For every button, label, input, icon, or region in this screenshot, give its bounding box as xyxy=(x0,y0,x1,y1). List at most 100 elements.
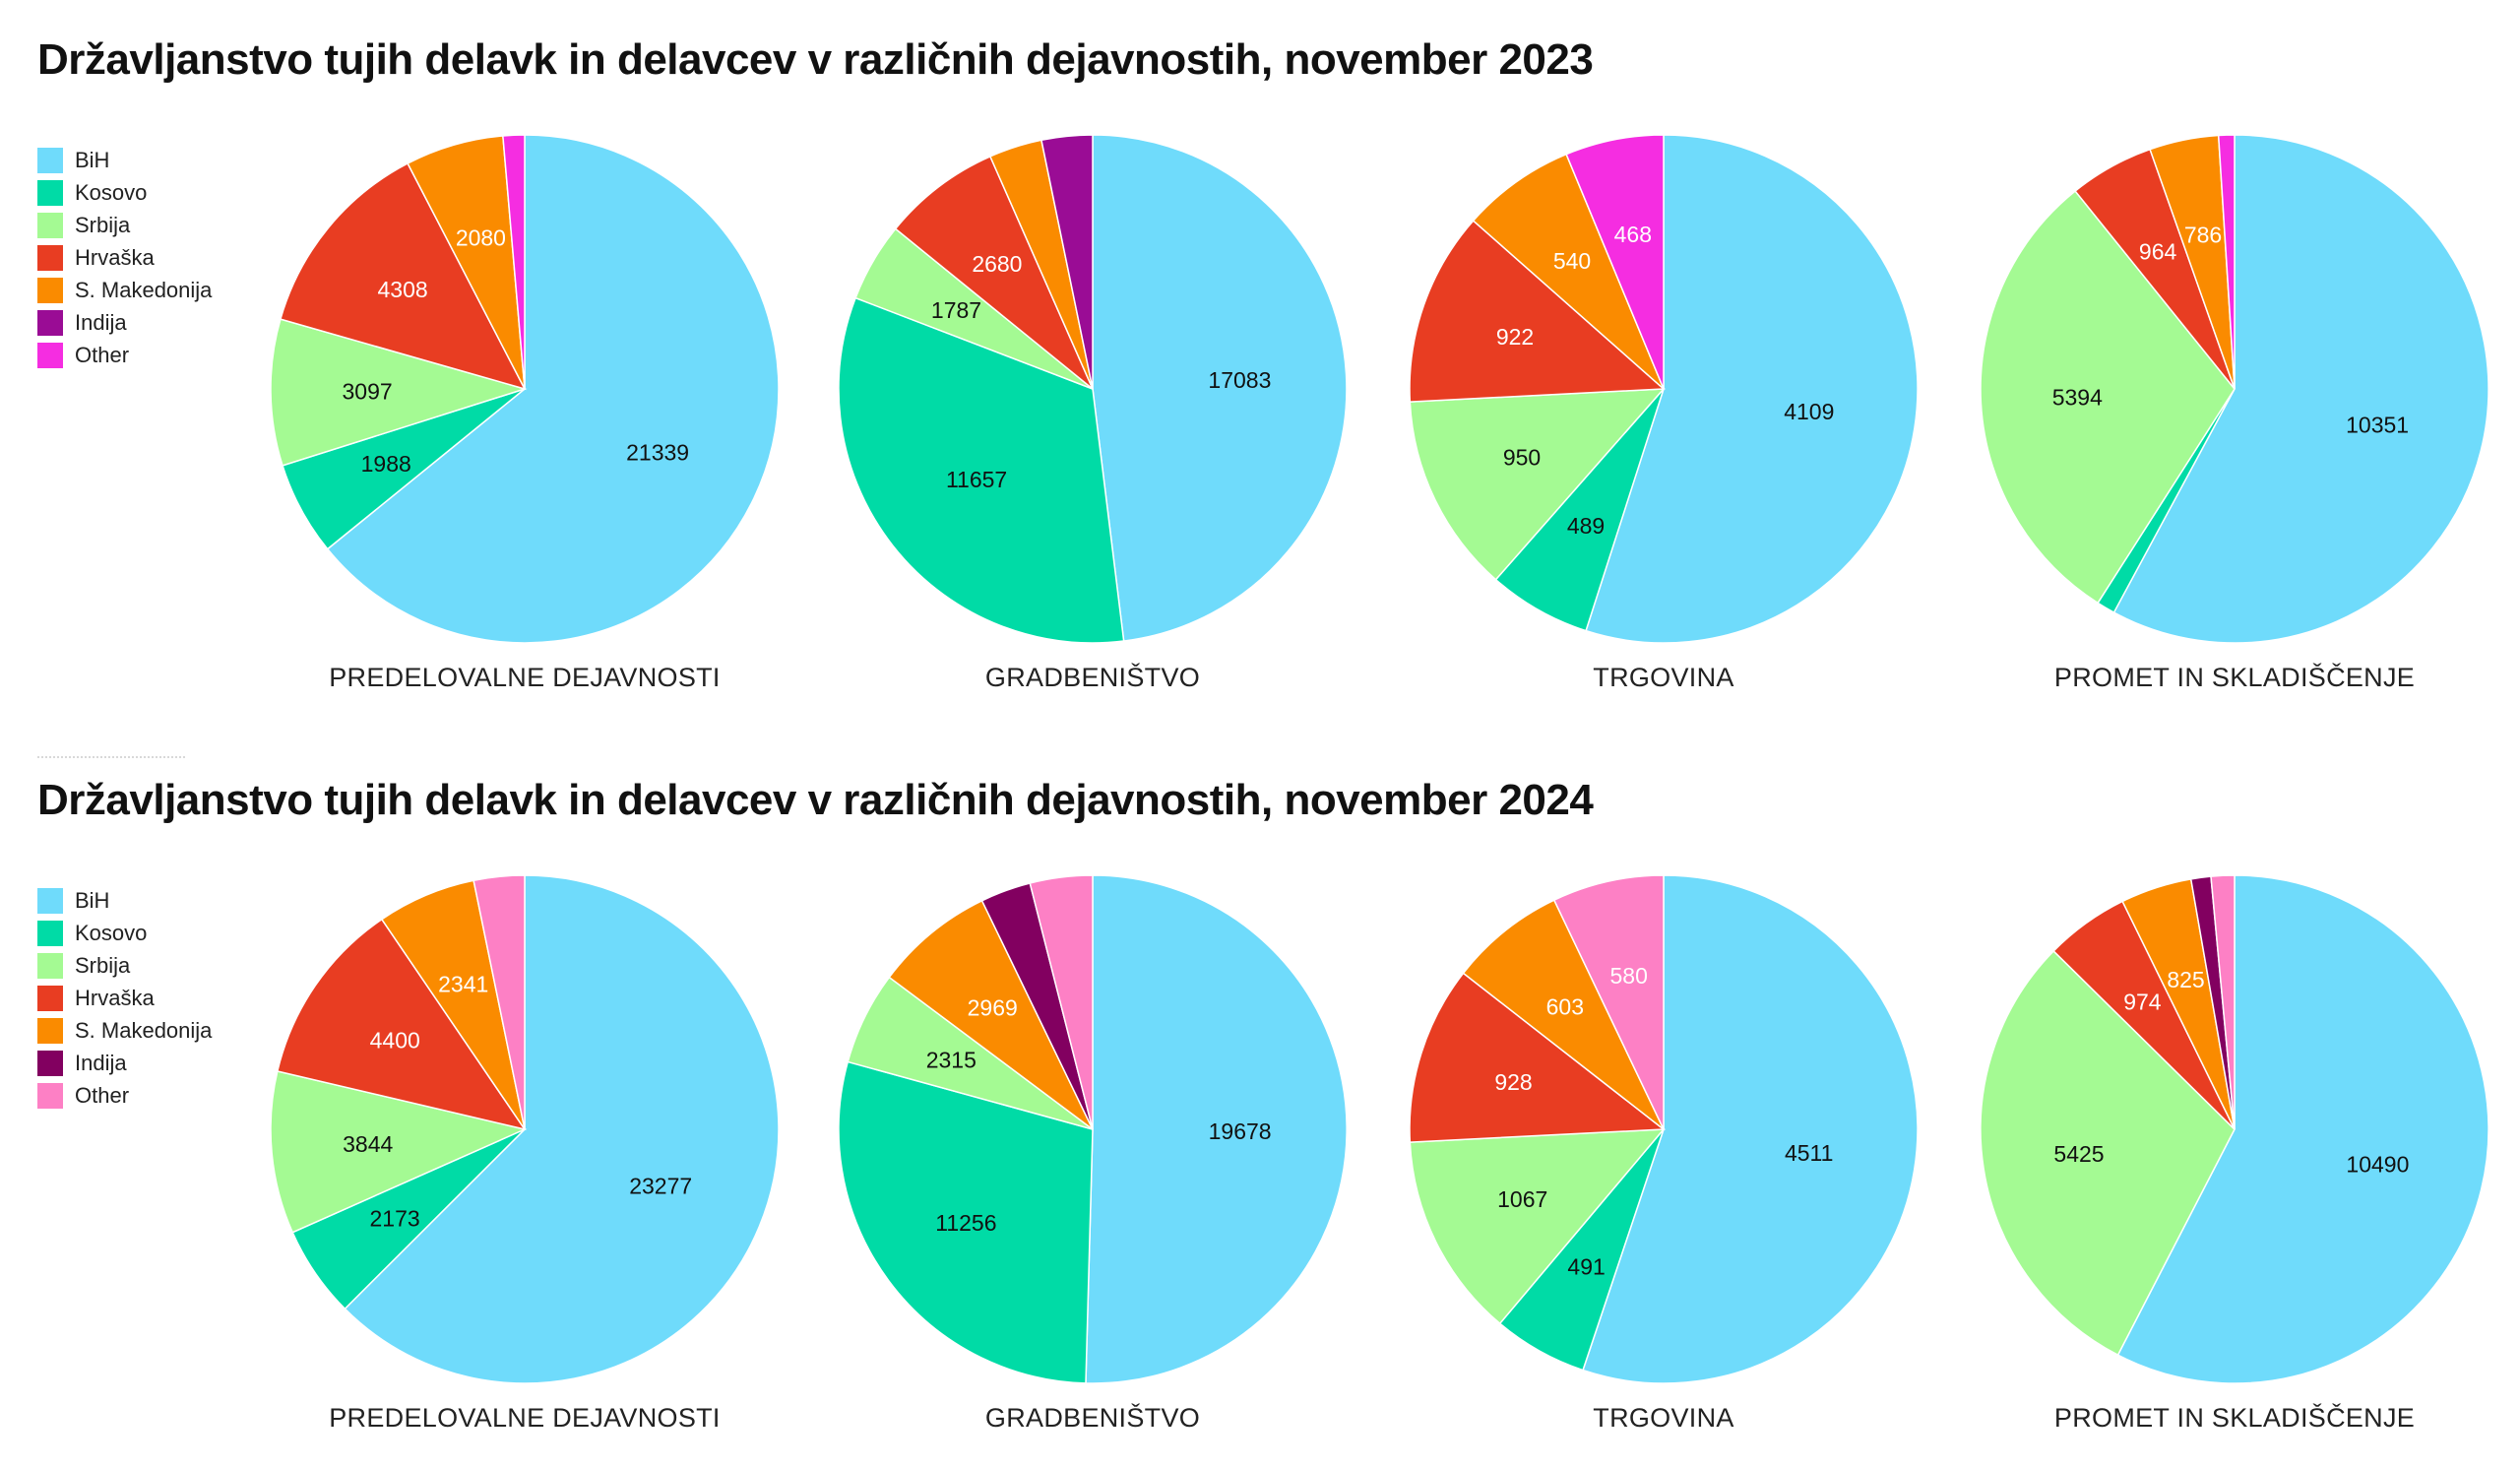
legend-label: Srbija xyxy=(75,212,131,237)
category-label: TRGOVINA xyxy=(1593,1403,1733,1433)
data-label: 922 xyxy=(1496,324,1534,350)
legend-label: BiH xyxy=(75,887,110,913)
pie-predelovalne-dejavnosti: 23277 2173 3844 4400 2341 PREDELOVALNE DEJAVN… xyxy=(270,874,780,1433)
pie-slice-hrvaska xyxy=(1409,972,1667,1143)
legend-item-other: Other xyxy=(37,339,212,371)
legend-label: Kosovo xyxy=(75,179,148,205)
data-label: 4511 xyxy=(1785,1140,1833,1166)
legend-swatch xyxy=(37,309,63,336)
data-label: 10351 xyxy=(2346,413,2409,438)
legend-item-indija: Indija xyxy=(37,306,212,339)
pie-slice-hrvaska xyxy=(280,161,527,391)
legend-label: S. Makedonija xyxy=(75,1017,213,1043)
legend-swatch xyxy=(37,985,63,1011)
data-label: 1787 xyxy=(931,297,981,323)
legend-swatch xyxy=(37,952,63,979)
category-label: GRADBENIŠTVO xyxy=(985,1402,1200,1433)
pie-predelovalne-dejavnosti: 21339 1988 3097 4308 2080 PREDELOVALNE DEJAVN… xyxy=(270,134,780,692)
legend-label: Other xyxy=(75,342,130,367)
legend-item-kosovo: Kosovo xyxy=(37,917,212,949)
pie-slice-srbija xyxy=(270,1070,528,1234)
pie-slice-hrvaska xyxy=(1409,220,1666,403)
data-label: 786 xyxy=(2184,222,2222,247)
pie-slice-kosovo xyxy=(838,296,1125,644)
data-label: 17083 xyxy=(1208,367,1271,393)
pie-slice-bih xyxy=(326,134,780,644)
pie-slice-srbija xyxy=(1409,388,1666,581)
legend-item-s-makedonija: S. Makedonija xyxy=(37,274,212,306)
data-label: 1988 xyxy=(361,451,411,477)
legend-swatch xyxy=(37,244,63,271)
data-label: 928 xyxy=(1494,1069,1532,1095)
pie-slice-kosovo xyxy=(838,1060,1094,1384)
pie-slice-hrvaska xyxy=(894,155,1094,390)
legend-item-indija: Indija xyxy=(37,1047,212,1079)
pie-charts-2023: 21339 1988 3097 4308 2080 PREDELOVALNE DEJAVN… xyxy=(270,134,2489,692)
chart-title-2023: Državljanstvo tujih delavk in delavcev v… xyxy=(37,35,1594,84)
data-label: 603 xyxy=(1546,993,1584,1019)
chart-panel-2024: Državljanstvo tujih delavk in delavcev v… xyxy=(0,740,2520,1469)
pie-slice-other xyxy=(472,874,526,1130)
legend-label: Hrvaška xyxy=(75,985,155,1010)
pie-slice-srbija xyxy=(1980,949,2236,1357)
data-label: 964 xyxy=(2139,238,2177,264)
category-label: GRADBENIŠTVO xyxy=(985,662,1200,692)
legend-label: Other xyxy=(75,1082,130,1108)
pie-slice-bih xyxy=(2116,874,2489,1384)
pie-trgovina: 4109 489 950 922 540 468 TRGOVINA xyxy=(1409,134,1919,692)
pie-gradbenistvo: 19678 11256 2315 2969 GRADBENIŠTVO xyxy=(838,874,1348,1433)
data-label: 1067 xyxy=(1497,1186,1547,1212)
legend-label: Indija xyxy=(75,309,127,335)
pie-slice-bih xyxy=(1582,874,1919,1384)
data-label: 19678 xyxy=(1209,1118,1272,1144)
legend-item-bih: BiH xyxy=(37,884,212,917)
legend-swatch xyxy=(37,1017,63,1044)
legend-swatch xyxy=(37,342,63,368)
pie-slice-bih xyxy=(1585,134,1919,644)
pie-slice-indija xyxy=(1040,134,1094,390)
pie-slice-bih xyxy=(2112,134,2489,644)
category-label: PREDELOVALNE DEJAVNOSTI xyxy=(329,663,721,692)
legend-swatch xyxy=(37,887,63,914)
data-label: 4400 xyxy=(370,1027,420,1053)
legend-item-hrvaska: Hrvaška xyxy=(37,982,212,1014)
data-label: 21339 xyxy=(626,439,689,465)
data-label: 2680 xyxy=(972,251,1022,277)
category-label: TRGOVINA xyxy=(1593,663,1733,692)
legend-label: Indija xyxy=(75,1050,127,1075)
pie-slice-s-makedonija xyxy=(1472,153,1665,390)
legend-label: BiH xyxy=(75,147,110,172)
legend-swatch xyxy=(37,179,63,206)
data-label: 2969 xyxy=(968,995,1018,1021)
legend-item-kosovo: Kosovo xyxy=(37,176,212,209)
legend-item-srbija: Srbija xyxy=(37,949,212,982)
data-label: 2341 xyxy=(438,972,488,997)
legend-label: Kosovo xyxy=(75,920,148,945)
data-label: 540 xyxy=(1553,248,1591,274)
data-label: 2173 xyxy=(370,1206,420,1232)
pie-trgovina: 4511 491 1067 928 603 580 TRGOVINA xyxy=(1409,874,1919,1433)
category-label: PREDELOVALNE DEJAVNOSTI xyxy=(329,1403,721,1433)
legend-item-bih: BiH xyxy=(37,144,212,176)
pie-slice-s-makedonija xyxy=(888,899,1094,1130)
category-label: PROMET IN SKLADIŠČENJE xyxy=(2054,662,2415,692)
data-label: 3844 xyxy=(343,1131,393,1157)
data-label: 11256 xyxy=(935,1210,996,1236)
pie-charts-2024: 23277 2173 3844 4400 2341 PREDELOVALNE DEJAVN… xyxy=(270,874,2489,1433)
data-label: 580 xyxy=(1610,963,1648,989)
pie-slice-srbija xyxy=(270,318,528,467)
legend-swatch xyxy=(37,212,63,238)
chart-title-2024: Državljanstvo tujih delavk in delavcev v… xyxy=(37,776,1594,824)
pie-promet-in-skladiscenje: 10351 5394 964 786 PROMET IN SKLADIŠČENJE xyxy=(1980,134,2489,692)
data-label: 3097 xyxy=(343,378,393,404)
legend-swatch xyxy=(37,920,63,946)
data-label: 950 xyxy=(1503,445,1541,471)
pie-slice-other xyxy=(1029,874,1094,1130)
data-label: 23277 xyxy=(629,1173,692,1198)
legend-2024: BiH Kosovo Srbija Hrvaška S. Makedonija … xyxy=(37,884,212,1112)
pie-gradbenistvo: 17083 11657 1787 2680 GRADBENIŠTVO xyxy=(838,134,1348,692)
category-label: PROMET IN SKLADIŠČENJE xyxy=(2054,1402,2415,1433)
legend-item-srbija: Srbija xyxy=(37,209,212,241)
pie-slice-srbija xyxy=(1980,190,2236,605)
